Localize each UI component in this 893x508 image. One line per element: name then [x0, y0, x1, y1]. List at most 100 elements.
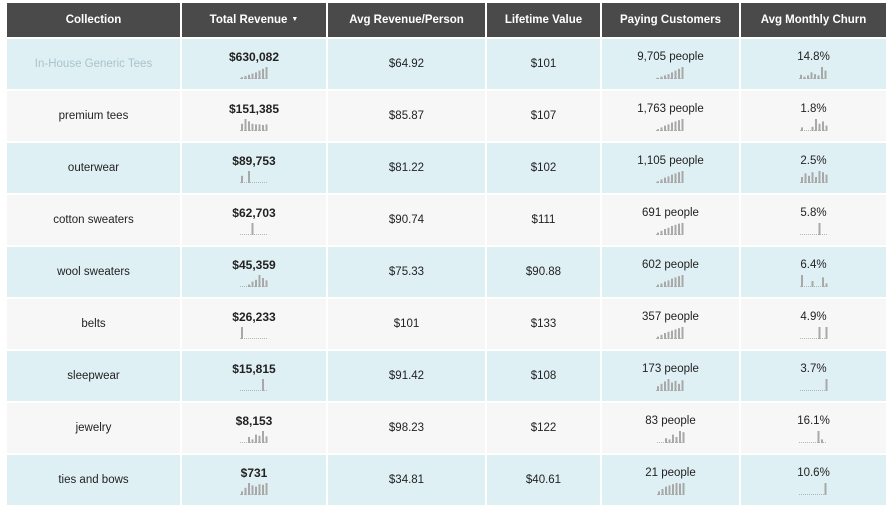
- cell-lifetime-value: $90.88: [487, 247, 600, 299]
- cell-avg-monthly-churn: 3.7%: [741, 351, 886, 403]
- cell-paying-customers: 173 people: [602, 351, 739, 403]
- table-row[interactable]: premium tees $151,385 $85.87 $107 1,763 peop…: [7, 91, 886, 143]
- sparkline-bar: [814, 118, 817, 131]
- sparkline-bar: [674, 380, 677, 391]
- table-row[interactable]: ties and bows $731 $34.81 $40.61 21 people 10…: [7, 455, 886, 507]
- sparkline-bar: [667, 331, 670, 339]
- sparkline-bar: [664, 74, 667, 79]
- revenue-trend-sparkline: [239, 326, 268, 339]
- sparkline-bar: [671, 382, 674, 391]
- sparkline-bar: [811, 126, 813, 131]
- cell-total-revenue: $151,385: [182, 91, 326, 143]
- sparkline-bar: [678, 327, 681, 339]
- sparkline-bar: [825, 378, 827, 391]
- sparkline-bar: [657, 385, 660, 391]
- sparkline-bar: [660, 76, 663, 79]
- sparkline-bar: [664, 125, 667, 131]
- cell-paying-customers: 1,105 people: [602, 143, 739, 195]
- table-row[interactable]: jewelry $8,153 $98.23 $122 83 people 16.1%: [7, 403, 886, 455]
- collections-table: Collection Total Revenue ▼ Avg Revenue/Pe…: [5, 3, 888, 507]
- cell-total-revenue: $731: [182, 455, 326, 507]
- table-row[interactable]: cotton sweaters $62,703 $90.74 $111 691 peop…: [7, 195, 886, 247]
- sparkline-bar: [657, 284, 660, 287]
- sparkline-bar: [251, 438, 254, 443]
- paying-customers-value: 1,105 people: [637, 154, 704, 167]
- collection-value: jewelry: [75, 422, 112, 434]
- header-avg-revenue-person[interactable]: Avg Revenue/Person: [328, 3, 485, 37]
- table-row[interactable]: In-House Generic Tees $630,082 $64.92 $101 9…: [7, 37, 886, 91]
- sparkline-bar: [248, 482, 250, 495]
- sparkline-bar: [675, 436, 677, 443]
- cell-total-revenue: $15,815: [182, 351, 326, 403]
- sparkline-bar: [818, 222, 820, 235]
- lifetime-value-value: $90.88: [525, 266, 562, 278]
- header-paying-customers[interactable]: Paying Customers: [602, 3, 739, 37]
- sparkline-bar: [657, 336, 660, 339]
- table-row[interactable]: outerwear $89,753 $81.22 $102 1,105 people 2.…: [7, 143, 886, 195]
- cell-paying-customers: 9,705 people: [602, 37, 739, 91]
- collection-value: sleepwear: [67, 370, 120, 382]
- cell-total-revenue: $89,753: [182, 143, 326, 195]
- sparkline-bar: [657, 490, 660, 495]
- cell-lifetime-value: $40.61: [487, 455, 600, 507]
- cell-avg-revenue-person: $91.42: [328, 351, 485, 403]
- avg-revenue-person-value: $75.33: [388, 266, 425, 278]
- cell-avg-revenue-person: $85.87: [328, 91, 485, 143]
- cell-collection: jewelry: [7, 403, 180, 455]
- sparkline-bar: [674, 172, 677, 183]
- table-row[interactable]: sleepwear $15,815 $91.42 $108 173 people 3.7%: [7, 351, 886, 403]
- avg-revenue-person-value: $91.42: [388, 370, 425, 382]
- sparkline-bar: [261, 378, 264, 391]
- sparkline-bar: [818, 170, 820, 183]
- cell-lifetime-value: $111: [487, 195, 600, 247]
- sparkline-bar: [668, 438, 670, 443]
- header-lifetime-value[interactable]: Lifetime Value: [487, 3, 600, 37]
- churn-trend-sparkline: [799, 430, 828, 443]
- sparkline-bar: [254, 434, 257, 443]
- sparkline-bar: [821, 276, 824, 287]
- table-row[interactable]: belts $26,233 $101 $133 357 people 4.9%: [7, 299, 886, 351]
- churn-trend-sparkline: [799, 378, 828, 391]
- cell-avg-revenue-person: $75.33: [328, 247, 485, 299]
- avg-revenue-person-value: $64.92: [388, 58, 425, 70]
- cell-total-revenue: $8,153: [182, 403, 326, 455]
- sparkline-bar: [660, 334, 663, 339]
- sparkline-bar: [664, 177, 667, 183]
- lifetime-value-value: $122: [530, 422, 557, 434]
- header-avg-monthly-churn[interactable]: Avg Monthly Churn: [741, 3, 886, 37]
- sparkline-bar: [678, 68, 681, 79]
- sparkline-bar: [661, 488, 663, 495]
- header-collection[interactable]: Collection: [7, 3, 180, 37]
- sparkline-bar: [678, 223, 681, 235]
- table-body: In-House Generic Tees $630,082 $64.92 $101 9…: [7, 37, 886, 507]
- sparkline-bar: [255, 71, 257, 79]
- churn-trend-sparkline: [799, 326, 828, 339]
- revenue-trend-sparkline: [239, 170, 268, 183]
- sparkline-bar: [657, 180, 660, 183]
- sparkline-bar: [251, 281, 254, 287]
- sparkline-bar: [664, 380, 667, 391]
- revenue-trend-sparkline: [240, 482, 268, 495]
- cell-collection: cotton sweaters: [7, 195, 180, 247]
- avg-monthly-churn-value: 4.9%: [800, 310, 827, 323]
- sparkline-bar: [262, 484, 264, 495]
- cell-collection: In-House Generic Tees: [7, 37, 180, 91]
- header-total-revenue[interactable]: Total Revenue ▼: [182, 3, 326, 37]
- collection-value: outerwear: [67, 162, 120, 174]
- cell-avg-monthly-churn: 4.9%: [741, 299, 886, 351]
- cell-avg-monthly-churn: 6.4%: [741, 247, 886, 299]
- sparkline-bar: [800, 176, 803, 183]
- sparkline-bar: [821, 120, 824, 131]
- sparkline-bar: [681, 326, 684, 339]
- cell-collection: sleepwear: [7, 351, 180, 403]
- table-row[interactable]: wool sweaters $45,359 $75.33 $90.88 602 peop…: [7, 247, 886, 299]
- collection-value: belts: [81, 318, 106, 330]
- sparkline-bar: [825, 125, 827, 131]
- paying-customers-value: 21 people: [645, 466, 696, 479]
- cell-avg-revenue-person: $101: [328, 299, 485, 351]
- sparkline-bar: [671, 483, 674, 495]
- sparkline-bar: [814, 73, 817, 79]
- sparkline-bar: [671, 174, 674, 183]
- sparkline-bar: [255, 486, 257, 495]
- sparkline-bar: [671, 71, 674, 79]
